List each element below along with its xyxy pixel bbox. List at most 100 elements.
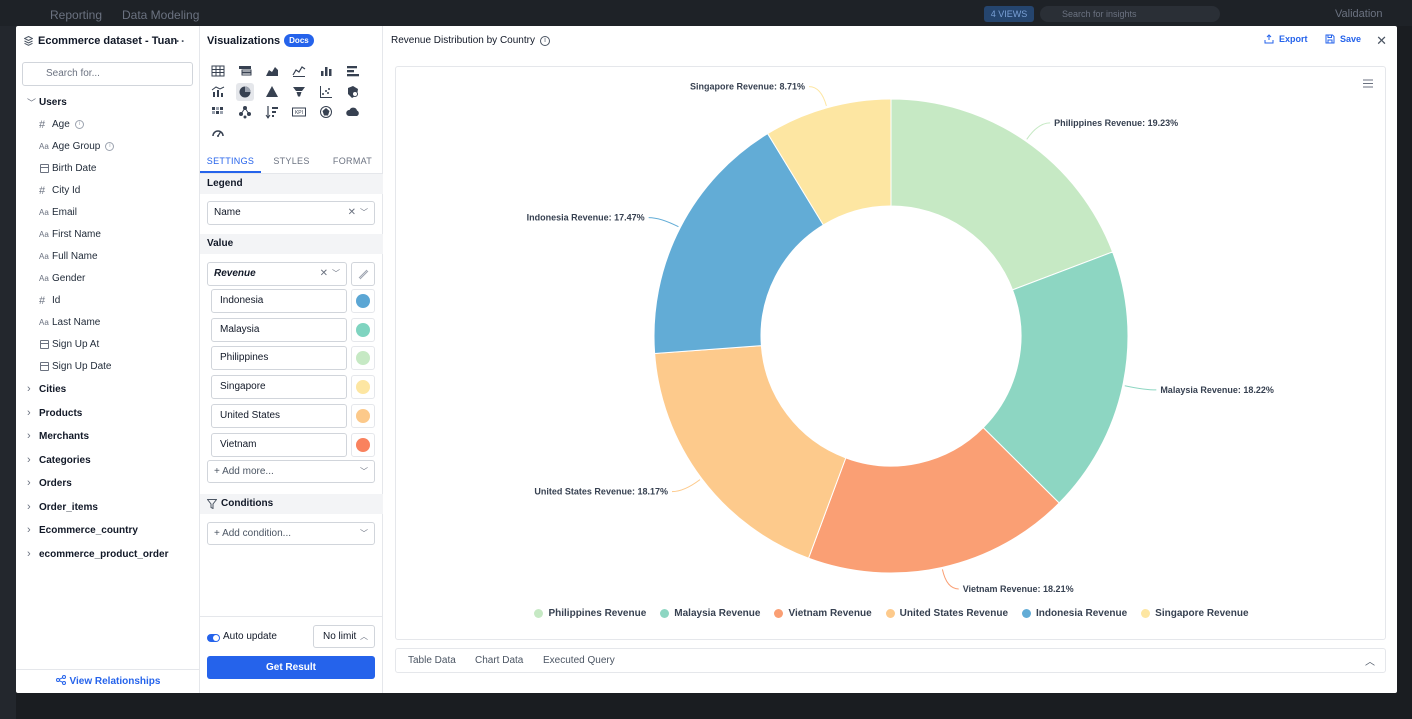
info-icon[interactable]: i — [539, 35, 550, 46]
value-series-item[interactable]: Vietnam — [211, 432, 347, 457]
model-group[interactable]: › Merchants — [16, 425, 200, 449]
sorted-bar-icon[interactable] — [263, 103, 281, 121]
series-color-picker[interactable] — [351, 403, 375, 428]
export-button[interactable]: Export — [1264, 34, 1308, 44]
model-group[interactable]: › ecommerce_product_order — [16, 543, 200, 567]
combo-chart-icon[interactable] — [209, 83, 227, 101]
add-more-select[interactable]: + Add more... ﹀ — [207, 460, 375, 483]
aggregation-button[interactable] — [351, 262, 375, 286]
legend-item[interactable]: Vietnam Revenue — [774, 608, 872, 619]
tab-chart-data[interactable]: Chart Data — [475, 655, 524, 666]
more-options-icon[interactable]: ··· — [171, 34, 186, 48]
value-series-item[interactable]: Singapore — [211, 375, 347, 400]
pie-slice[interactable] — [653, 132, 825, 355]
view-relationships-link[interactable]: View Relationships — [16, 669, 200, 693]
field-search-input[interactable]: Search for... — [22, 62, 193, 86]
series-color-picker[interactable] — [351, 289, 375, 313]
field-item[interactable]: Aa Last Name — [16, 312, 200, 334]
bg-tab-data-modeling: Data Modeling — [122, 8, 200, 22]
pie-chart-icon[interactable] — [236, 82, 254, 101]
model-group[interactable]: › Categories — [16, 449, 200, 473]
model-group[interactable]: › Products — [16, 402, 200, 426]
collapse-icon[interactable]: ︿ — [1365, 657, 1375, 668]
model-group[interactable]: › Orders — [16, 472, 200, 496]
field-item[interactable]: # Id — [16, 290, 200, 312]
number-icon: # — [39, 185, 46, 197]
radar-icon[interactable] — [317, 103, 335, 121]
field-item[interactable]: Aa Gender — [16, 268, 200, 290]
series-color-picker[interactable] — [351, 375, 375, 400]
series-color-picker[interactable] — [351, 317, 375, 342]
field-item[interactable]: Sign Up Date — [16, 356, 200, 378]
pie-slice[interactable] — [807, 426, 1060, 574]
field-item[interactable]: Aa Full Name — [16, 246, 200, 268]
funnel-icon[interactable] — [290, 83, 308, 101]
number-icon: # — [39, 295, 46, 307]
heatmap-icon[interactable] — [209, 103, 227, 121]
legend-item[interactable]: Singapore Revenue — [1141, 608, 1249, 619]
bubble-map-icon[interactable] — [344, 83, 362, 101]
gauge-icon[interactable] — [209, 124, 227, 142]
value-series-item[interactable]: Indonesia — [211, 289, 347, 313]
close-icon[interactable]: ✕ — [1376, 33, 1387, 48]
chart-title[interactable]: Revenue Distribution by Country — [391, 35, 535, 46]
pivot-icon[interactable] — [236, 62, 254, 80]
field-item[interactable]: Aa Email — [16, 202, 200, 224]
value-field-select[interactable]: Revenue ✕ ﹀ — [207, 262, 347, 286]
legend-item[interactable]: Philippines Revenue — [534, 608, 646, 619]
pie-slice[interactable] — [654, 345, 847, 559]
group-users[interactable]: ﹀ Users — [16, 92, 200, 114]
table-icon[interactable] — [209, 62, 227, 80]
text-type-icon: Aa — [39, 142, 49, 151]
tab-executed-query[interactable]: Executed Query — [543, 655, 615, 666]
legend-select[interactable]: Name ✕ ﹀ — [207, 201, 375, 225]
value-series-item[interactable]: United States — [211, 403, 347, 428]
area-chart-icon[interactable] — [263, 62, 281, 80]
model-group[interactable]: › Order_items — [16, 496, 200, 520]
field-item[interactable]: # City Id — [16, 180, 200, 202]
tab-settings[interactable]: SETTINGS — [200, 152, 261, 173]
scatter-icon[interactable] — [317, 83, 335, 101]
clear-icon[interactable]: ✕ — [347, 207, 356, 218]
field-item[interactable]: # Age i — [16, 114, 200, 136]
limit-select[interactable]: No limit ︿ — [313, 625, 375, 648]
legend-item[interactable]: United States Revenue — [885, 608, 1008, 619]
chevron-right-icon: › — [27, 453, 31, 466]
clear-icon[interactable]: ✕ — [319, 268, 328, 279]
kpi-icon[interactable]: KPI — [290, 103, 308, 121]
series-color-picker[interactable] — [351, 432, 375, 457]
field-item[interactable]: Aa First Name — [16, 224, 200, 246]
save-button[interactable]: Save — [1325, 34, 1361, 44]
legend-item[interactable]: Malaysia Revenue — [660, 608, 760, 619]
pie-slice[interactable] — [890, 98, 1114, 291]
legend-item[interactable]: Indonesia Revenue — [1022, 608, 1127, 619]
tab-format[interactable]: FORMAT — [332, 156, 373, 166]
pyramid-icon[interactable] — [263, 83, 281, 101]
pie-slice[interactable] — [982, 251, 1129, 504]
model-group[interactable]: › Cities — [16, 378, 200, 402]
info-icon[interactable]: i — [105, 141, 115, 151]
tab-table-data[interactable]: Table Data — [408, 655, 456, 666]
chart-panel: Revenue Distribution by Country i Export… — [383, 26, 1397, 693]
add-condition-select[interactable]: + Add condition... ﹀ — [207, 522, 375, 545]
value-series-item[interactable]: Malaysia — [211, 317, 347, 342]
bar-chart-icon[interactable] — [317, 62, 335, 80]
chart-menu-icon[interactable] — [1363, 79, 1373, 88]
label-leader-line — [1026, 122, 1051, 140]
network-icon[interactable] — [236, 103, 254, 121]
info-icon[interactable]: i — [74, 119, 84, 129]
tab-styles[interactable]: STYLES — [273, 156, 310, 166]
series-color-picker[interactable] — [351, 346, 375, 371]
auto-update-toggle[interactable] — [207, 634, 220, 642]
model-group[interactable]: › Ecommerce_country — [16, 519, 200, 543]
field-item[interactable]: Sign Up At — [16, 334, 200, 356]
horizontal-bar-icon[interactable] — [344, 62, 362, 80]
docs-badge[interactable]: Docs — [284, 34, 314, 47]
field-item[interactable]: Birth Date — [16, 158, 200, 180]
pie-slice[interactable] — [766, 98, 892, 226]
field-item[interactable]: Aa Age Group i — [16, 136, 200, 158]
get-result-button[interactable]: Get Result — [207, 656, 375, 679]
word-cloud-icon[interactable] — [344, 103, 362, 121]
value-series-item[interactable]: Philippines — [211, 346, 347, 371]
line-chart-icon[interactable] — [290, 62, 308, 80]
